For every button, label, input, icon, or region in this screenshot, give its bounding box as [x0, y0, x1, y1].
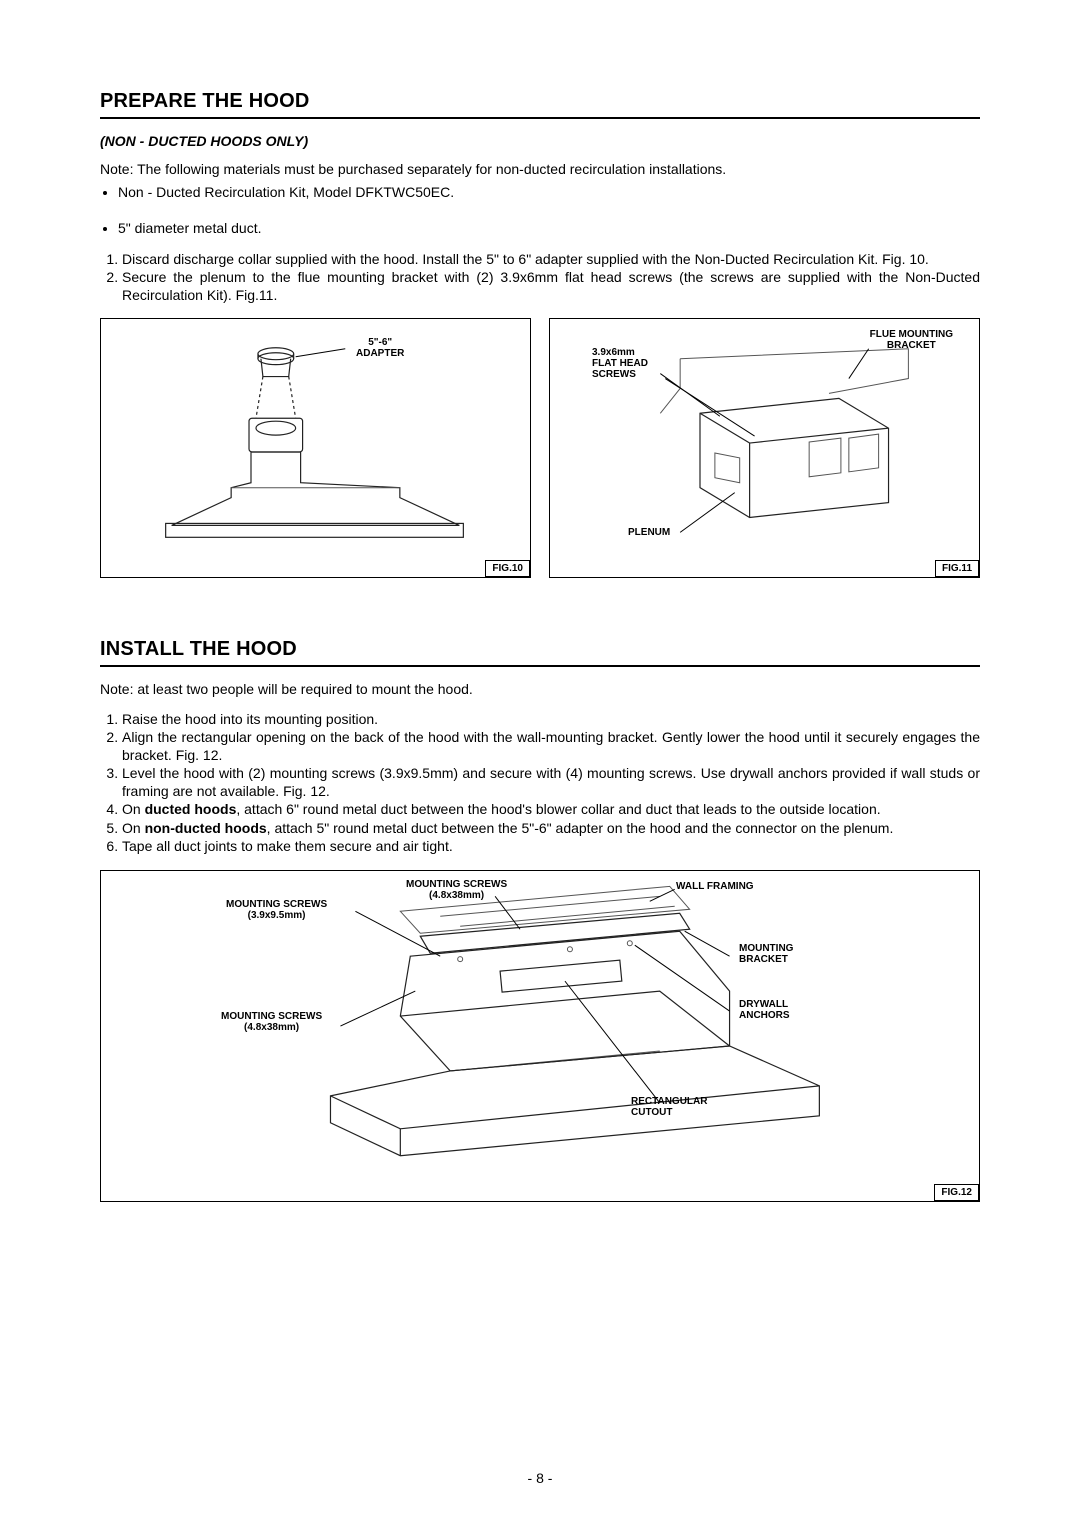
- section1-title: PREPARE THE HOOD: [100, 90, 980, 113]
- step-item: On ducted hoods, attach 6" round metal d…: [122, 801, 980, 819]
- step-item: Discard discharge collar supplied with t…: [122, 251, 980, 269]
- figure-10-label: FIG.10: [485, 560, 530, 577]
- figure-10: 5"-6"ADAPTER FIG.10: [100, 318, 531, 578]
- fig12-ms-left-callout: MOUNTING SCREWS(4.8x38mm): [221, 1011, 322, 1033]
- section1-bullets: Non - Ducted Recirculation Kit, Model DF…: [100, 183, 980, 237]
- step-item: Level the hood with (2) mounting screws …: [122, 765, 980, 800]
- figure-12-label: FIG.12: [934, 1184, 979, 1201]
- step-item: Align the rectangular opening on the bac…: [122, 729, 980, 764]
- figure-12: MOUNTING SCREWS(3.9x9.5mm) MOUNTING SCRE…: [100, 870, 980, 1202]
- fig12-mounting-bracket-callout: MOUNTINGBRACKET: [739, 943, 793, 965]
- fig12-drywall-anchors-callout: DRYWALLANCHORS: [739, 999, 790, 1021]
- page-number: - 8 -: [0, 1470, 1080, 1486]
- step-item: Raise the hood into its mounting positio…: [122, 711, 980, 729]
- section2-steps: Raise the hood into its mounting positio…: [100, 711, 980, 856]
- figure-row-10-11: 5"-6"ADAPTER FIG.10: [100, 318, 980, 578]
- figure-11: 3.9x6mmFLAT HEADSCREWS FLUE MOUNTINGBRAC…: [549, 318, 980, 578]
- section2-rule: [100, 665, 980, 667]
- step-item: Tape all duct joints to make them secure…: [122, 838, 980, 856]
- bullet-item: Non - Ducted Recirculation Kit, Model DF…: [118, 183, 980, 201]
- fig10-adapter-callout: 5"-6"ADAPTER: [356, 337, 404, 359]
- section1-note: Note: The following materials must be pu…: [100, 161, 980, 179]
- section1-subhead: (NON - DUCTED HOODS ONLY): [100, 133, 980, 149]
- fig12-rect-cutout-callout: RECTANGULARCUTOUT: [631, 1096, 707, 1118]
- section2-note: Note: at least two people will be requir…: [100, 681, 980, 699]
- section2-title: INSTALL THE HOOD: [100, 638, 980, 661]
- step-item: On non-ducted hoods, attach 5" round met…: [122, 820, 980, 838]
- bullet-item: 5" diameter metal duct.: [118, 219, 980, 237]
- figure-11-label: FIG.11: [935, 560, 979, 577]
- fig11-bracket-callout: FLUE MOUNTINGBRACKET: [870, 329, 953, 351]
- fig12-wall-framing-callout: WALL FRAMING: [676, 881, 754, 892]
- fig11-screws-callout: 3.9x6mmFLAT HEADSCREWS: [592, 347, 648, 380]
- fig12-ms-small-callout: MOUNTING SCREWS(3.9x9.5mm): [226, 899, 327, 921]
- step-item: Secure the plenum to the flue mounting b…: [122, 269, 980, 304]
- fig11-plenum-callout: PLENUM: [628, 527, 670, 538]
- section1-steps: Discard discharge collar supplied with t…: [100, 251, 980, 305]
- fig12-ms-top-callout: MOUNTING SCREWS(4.8x38mm): [406, 879, 507, 901]
- figure-10-svg: [101, 319, 530, 577]
- section1-rule: [100, 117, 980, 119]
